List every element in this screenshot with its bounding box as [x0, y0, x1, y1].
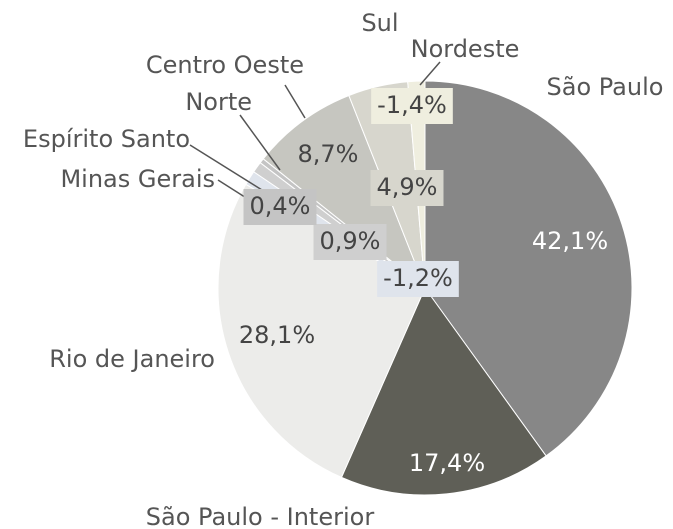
- pie-slice: [424, 80, 633, 457]
- category-label: Espírito Santo: [23, 125, 190, 153]
- value-label-bg: [313, 224, 387, 260]
- value-label: -1,2%: [383, 264, 453, 292]
- leader-line: [239, 114, 281, 171]
- category-label: Norte: [185, 88, 252, 116]
- value-label: 28,1%: [239, 321, 315, 349]
- value-label-bg: [243, 189, 317, 225]
- category-label: Rio de Janeiro: [49, 345, 215, 373]
- value-label-bg: [371, 88, 453, 124]
- category-label: Sul: [361, 9, 398, 37]
- category-label: Centro Oeste: [146, 51, 304, 79]
- value-label: 8,7%: [298, 140, 359, 168]
- value-label: 42,1%: [532, 227, 608, 255]
- category-label: São Paulo - Interior: [146, 503, 375, 529]
- value-label-bg: [232, 318, 322, 354]
- value-label: 17,4%: [409, 449, 485, 477]
- value-label: 4,9%: [377, 173, 438, 201]
- leader-line: [419, 61, 441, 86]
- pie-slice: [217, 183, 426, 479]
- category-label: Minas Gerais: [60, 165, 215, 193]
- value-label: 0,4%: [250, 192, 311, 220]
- category-label: São Paulo: [547, 73, 664, 101]
- leader-line: [189, 144, 263, 191]
- value-label-bg: [370, 170, 444, 206]
- value-label-bg: [291, 137, 365, 173]
- category-label: Nordeste: [411, 35, 520, 63]
- value-label: -1,4%: [377, 91, 447, 119]
- pie-slice: [340, 286, 547, 496]
- value-label: 0,9%: [320, 227, 381, 255]
- leader-line: [284, 84, 306, 119]
- value-label-bg: [377, 261, 459, 297]
